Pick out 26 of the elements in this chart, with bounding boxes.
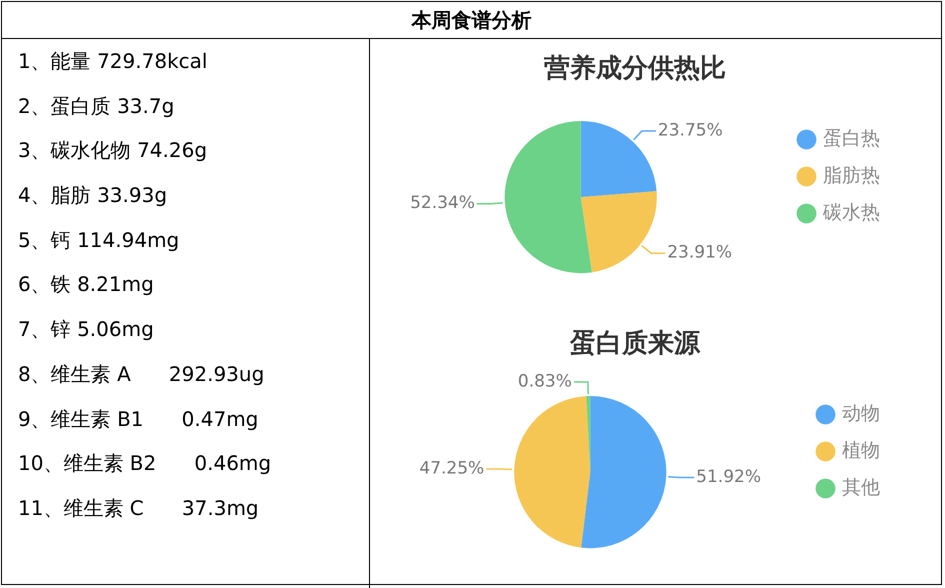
data-label: 0.83% <box>518 371 572 392</box>
legend-label: 其他 <box>842 476 880 498</box>
text: 11、维生素 C 37.3mg <box>18 494 260 522</box>
text: 9、维生素 B1 0.47mg <box>18 406 260 432</box>
chart-title: 蛋白质来源 <box>569 328 701 358</box>
text: 4、脂肪 33.93g <box>18 182 168 210</box>
legend-label: 碳水热 <box>822 201 880 224</box>
text: 5、钙 114.94mg <box>18 226 180 254</box>
text: 6、铁 8.21mg <box>18 271 155 298</box>
data-label: 51.92% <box>696 466 762 487</box>
text: 3、碳水化物 74.26g <box>18 137 208 164</box>
text: 本周食谱分析 <box>2 2 941 39</box>
text: 1、能量 729.78kcal <box>18 48 208 75</box>
legend-label: 动物 <box>842 402 880 424</box>
chart-title: 营养成分供热比 <box>543 53 726 84</box>
legend-label: 脂肪热 <box>823 164 880 186</box>
text: 7、锌 5.06mg <box>18 316 155 344</box>
text: 2、蛋白质 33.7g <box>18 92 176 120</box>
data-label: 47.25% <box>419 458 484 478</box>
data-label: 23.75% <box>658 120 723 140</box>
legend-label: 蛋白热 <box>823 127 880 150</box>
data-label: 52.34% <box>410 193 475 214</box>
data-label: 23.91% <box>667 242 732 263</box>
text: 8、维生素 A 292.93ug <box>18 360 266 388</box>
legend-label: 植物 <box>842 439 880 462</box>
text: 10、维生素 B2 0.46mg <box>18 450 272 478</box>
